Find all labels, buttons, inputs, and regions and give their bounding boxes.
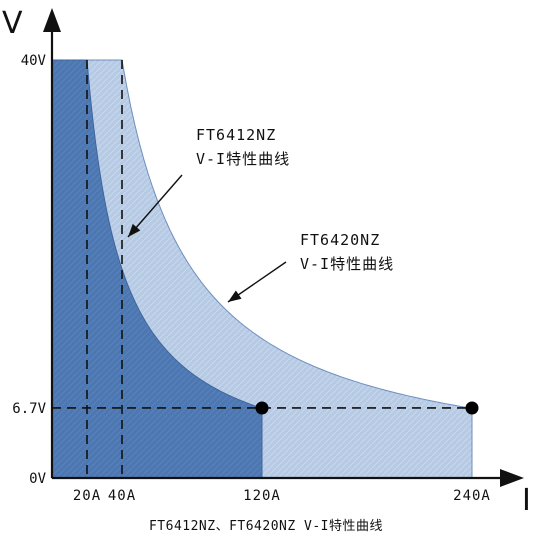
y-axis-arrowhead [43, 8, 61, 32]
x-tick-label: 20A [73, 488, 101, 504]
curve-end-marker [255, 401, 269, 415]
x-axis-label: I [522, 483, 531, 518]
y-tick-label: 6.7V [12, 401, 46, 417]
annotation-arrowhead [128, 223, 141, 237]
curve-annotations: FT6412NZ V-I特性曲线 FT6420NZ V-I特性曲线 [127, 126, 394, 303]
y-tick-label: 0V [29, 471, 46, 487]
annotation-pointer-line [127, 174, 183, 238]
x-tick-label: 120A [243, 488, 281, 504]
x-tick-label: 40A [108, 488, 136, 504]
curve-markers [255, 401, 479, 415]
curve-end-marker [465, 401, 479, 415]
x-axis-arrowhead [500, 469, 524, 487]
annotation-ft6412nz-line-2: V-I特性曲线 [196, 150, 290, 168]
x-tick-label: 240A [453, 488, 491, 504]
annotation-ft6412nz-line-1: FT6412NZ [196, 126, 276, 144]
tick-labels: 0V 6.7V 40V 20A 40A 120A 240A [12, 53, 491, 504]
annotation-ft6420nz-line-1: FT6420NZ [300, 231, 380, 249]
annotation-arrowhead [228, 290, 242, 302]
y-tick-label: 40V [21, 53, 47, 69]
annotation-ft6420nz-line-2: V-I特性曲线 [300, 255, 394, 273]
y-axis-label: V [2, 6, 23, 41]
ft6412nz-area [51, 59, 263, 479]
chart-caption: FT6412NZ、FT6420NZ V-I特性曲线 [149, 519, 383, 534]
